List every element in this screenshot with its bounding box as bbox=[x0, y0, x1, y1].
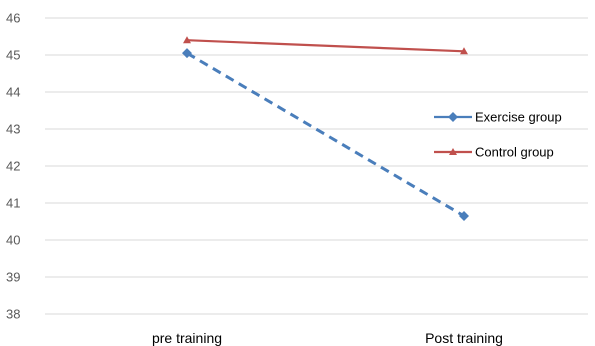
series-lines bbox=[182, 36, 469, 221]
legend: Exercise group Control group bbox=[434, 110, 562, 160]
data-point-diamond bbox=[459, 210, 469, 221]
y-tick-label: 41 bbox=[6, 196, 20, 211]
legend-entry-label: Exercise group bbox=[475, 110, 562, 125]
y-tick-label: 45 bbox=[6, 48, 20, 63]
data-point-diamond bbox=[182, 48, 192, 59]
data-point-triangle bbox=[460, 47, 468, 55]
y-tick-label: 43 bbox=[6, 122, 20, 137]
series-line-exercise bbox=[186, 51, 465, 218]
data-point-triangle bbox=[449, 148, 457, 155]
y-tick-label: 42 bbox=[6, 159, 20, 174]
x-category-label: Post training bbox=[425, 330, 503, 346]
y-tick-label: 44 bbox=[6, 85, 20, 100]
gridlines bbox=[45, 17, 588, 315]
y-tick-label: 38 bbox=[6, 307, 20, 322]
y-tick-label: 40 bbox=[6, 233, 20, 248]
y-axis-tick-labels: 38 39 40 41 42 43 44 45 46 bbox=[6, 11, 20, 322]
data-point-triangle bbox=[183, 36, 191, 44]
y-tick-label: 46 bbox=[6, 11, 20, 26]
x-category-label: pre training bbox=[152, 330, 222, 346]
x-axis-category-labels: pre training Post training bbox=[152, 330, 503, 346]
y-tick-label: 39 bbox=[6, 270, 20, 285]
data-point-diamond bbox=[448, 112, 458, 122]
series-line-control bbox=[186, 39, 465, 53]
legend-entry-label: Control group bbox=[475, 145, 554, 160]
